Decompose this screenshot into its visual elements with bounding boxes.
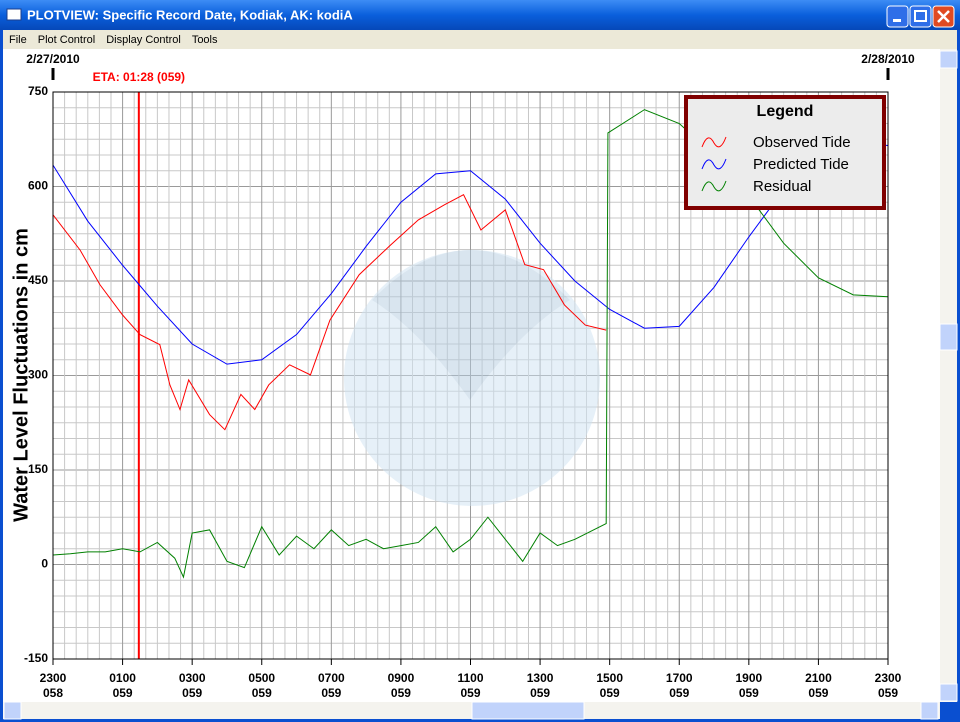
scroll-right[interactable] (920, 701, 939, 720)
x-tick-label: 1300 059 (527, 671, 554, 700)
y-tick-label: 0 (41, 557, 48, 571)
menu: File Plot Control Display Control Tools (9, 34, 218, 46)
legend-box (684, 95, 886, 210)
horizontal-scrollbar (3, 701, 940, 720)
x-tick-label: 0300 059 (179, 671, 206, 700)
menu-item[interactable]: Display Control (106, 34, 181, 46)
scroll-track[interactable] (940, 49, 957, 702)
tick-label-line: 1500 (596, 671, 623, 685)
tick-label-line: 059 (739, 686, 759, 700)
vertical-scrollbar (939, 49, 958, 702)
series-lines (53, 92, 888, 659)
tick-label-line: 0700 (318, 671, 345, 685)
x-tick-label: 1100 059 (457, 671, 483, 700)
y-tick-label: 450 (28, 273, 48, 287)
y-axis-label: Water Level Fluctuations in cm (10, 228, 32, 522)
x-tick-label: 0500 059 (248, 671, 275, 700)
minimize-icon (893, 19, 901, 22)
menu-item[interactable]: Tools (192, 34, 218, 46)
y-tick-label: 750 (28, 84, 48, 98)
minimize-button[interactable] (886, 5, 909, 28)
tick-label-line: 1900 (735, 671, 762, 685)
date-label: 2/28/2010 (861, 52, 915, 66)
y-tick-label: -150 (24, 651, 48, 665)
legend-label[interactable]: Observed Tide (753, 134, 851, 151)
watermark-bird (372, 250, 570, 400)
menu-item[interactable]: Plot Control (38, 34, 95, 46)
menu-item[interactable]: File (9, 34, 27, 46)
scroll-down[interactable] (939, 683, 958, 702)
legend-label[interactable]: Residual (753, 178, 811, 195)
tick-label-line: 0500 (248, 671, 275, 685)
window-title: PLOTVIEW: Specific Record Date, Kodiak, … (27, 7, 353, 22)
menu-bar (3, 30, 957, 49)
x-tick-label: 1500 059 (596, 671, 623, 700)
x-tick-label: 0900 059 (388, 671, 415, 700)
series-line (53, 141, 888, 365)
title-bar (0, 0, 960, 30)
watermark (344, 250, 600, 506)
maximize-icon (914, 10, 927, 22)
scroll-left[interactable] (3, 701, 22, 720)
x-tick-label: 2100 059 (805, 671, 832, 700)
y-tick-label: 300 (28, 368, 48, 382)
tick-label-line: 059 (460, 686, 480, 700)
tick-label-line: 059 (530, 686, 550, 700)
tick-label-line: 059 (878, 686, 898, 700)
window-buttons (886, 5, 955, 28)
date-label: 2/27/2010 (26, 52, 80, 66)
tick-label-line: 0900 (388, 671, 415, 685)
tick-label-line: 059 (808, 686, 828, 700)
tick-label-line: 059 (182, 686, 202, 700)
eta-label: ETA: 01:28 (059) (93, 70, 185, 84)
tick-label-line: 0300 (179, 671, 206, 685)
scroll-thumb[interactable] (939, 323, 958, 351)
tick-label-line: 058 (43, 686, 63, 700)
legend: Legend Observed Tide Predicted Tide Residua… (684, 95, 886, 210)
x-tick-label: 2300 058 (40, 671, 67, 700)
tick-label-line: 2300 (875, 671, 902, 685)
scroll-up[interactable] (939, 50, 958, 69)
legend-swatch (701, 136, 727, 148)
x-tick-label: 0700 059 (318, 671, 345, 700)
tick-label-line: 0100 (109, 671, 136, 685)
legend-swatch (701, 180, 727, 192)
series-line (53, 109, 888, 579)
series-line (53, 194, 607, 431)
y-tick-label: 150 (28, 462, 48, 476)
legend-swatch (701, 158, 727, 170)
tick-label-line: 059 (669, 686, 689, 700)
tick-label-line: 2100 (805, 671, 832, 685)
x-tick-label: 0100 059 (109, 671, 136, 700)
tick-label-line: 059 (113, 686, 133, 700)
tick-label-line: 059 (391, 686, 411, 700)
tick-label-line: 1700 (666, 671, 693, 685)
x-tick-label: 1700 059 (666, 671, 693, 700)
tick-label-line: 1100 (457, 671, 483, 685)
x-tick-label: 1900 059 (735, 671, 762, 700)
x-tick-label: 2300 059 (875, 671, 902, 700)
legend-title: Legend (757, 103, 814, 120)
close-icon (937, 10, 950, 23)
legend-label[interactable]: Predicted Tide (753, 156, 849, 173)
tick-label-line: 1300 (527, 671, 554, 685)
tick-label-line: 059 (252, 686, 272, 700)
y-tick-label: 600 (28, 179, 48, 193)
tick-label-line: 059 (600, 686, 620, 700)
maximize-button[interactable] (909, 5, 932, 28)
tick-label-line: 059 (321, 686, 341, 700)
tick-label-line: 2300 (40, 671, 67, 685)
scroll-thumb[interactable] (471, 701, 585, 720)
app-icon (6, 8, 22, 21)
